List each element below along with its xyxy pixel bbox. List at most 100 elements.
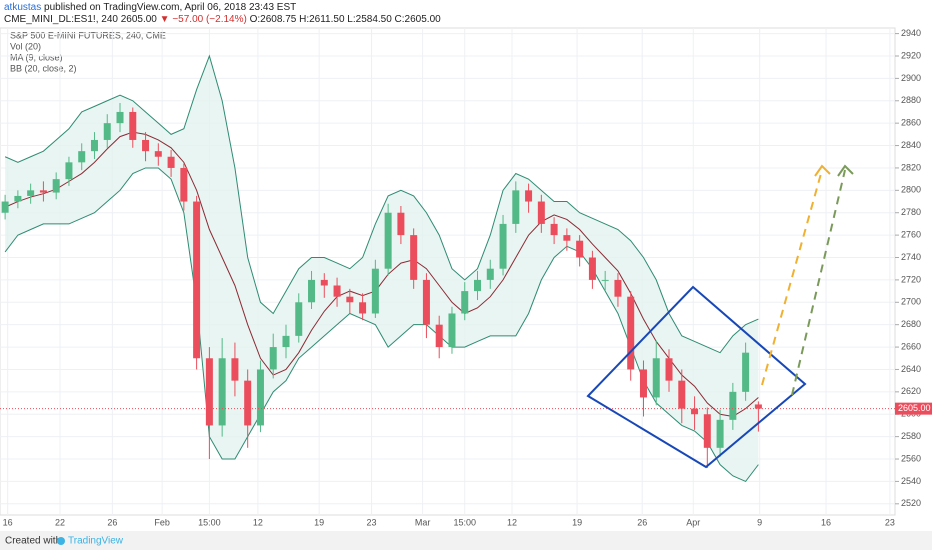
legend-item: BB (20, close, 2) [10,63,77,73]
last-price-label: 2605.00 [898,403,931,413]
candle-body [359,302,367,314]
candle-body [78,151,86,163]
x-tick-label: 12 [507,517,517,527]
candle-body [461,291,469,314]
candle-body [601,279,609,281]
candle-body [448,313,456,348]
y-tick-label: 2680 [901,319,921,329]
candle-body [614,279,622,297]
candle-body [65,162,73,180]
y-tick-label: 2860 [901,118,921,128]
candle-body [116,111,124,124]
y-tick-label: 2560 [901,453,921,463]
candle-body [333,285,341,297]
diamond-pattern [586,285,807,469]
bollinger-band-fill [5,55,759,482]
y-tick-label: 2520 [901,498,921,508]
candle-body [39,190,47,193]
y-tick-label: 2820 [901,162,921,172]
candle-body [665,358,673,381]
x-tick-label: 15:00 [453,517,476,527]
candle-body [52,179,60,193]
arrow-head [814,164,831,177]
y-tick-label: 2840 [901,140,921,150]
author[interactable]: atkustas [4,2,41,13]
y-tick-label: 2620 [901,386,921,396]
candle-body [512,190,520,224]
candle-body [142,139,150,152]
change: ▼ −57.00 (−2.14%) [160,14,247,25]
x-tick-label: 9 [757,517,762,527]
candle-body [282,335,290,348]
candle-body [129,111,137,140]
candle-body [205,358,213,426]
candle-body [154,151,162,157]
candle-body [346,296,354,303]
legend-item: S&P 500 E-MINI FUTURES, 240, CME [10,30,166,40]
candle-body [742,352,750,392]
candle-body [499,223,507,269]
y-tick-label: 2540 [901,476,921,486]
candle-body [14,195,22,202]
header-line1: atkustas published on TradingView.com, A… [4,2,296,13]
candle-body [1,201,9,213]
annotations [586,164,854,469]
published: published on TradingView.com, April 06, … [44,2,296,13]
x-tick-label: 16 [3,517,13,527]
y-tick-label: 2660 [901,341,921,351]
candle-body [384,212,392,269]
candle-body [588,257,596,280]
x-tick-label: 19 [314,517,324,527]
candle-body [703,414,711,448]
bollinger-band [4,54,759,354]
candle-body [320,279,328,286]
candle-body [422,279,430,325]
candle-body [410,235,418,280]
legend-item: MA (9, close) [10,52,63,62]
candle-body [537,201,545,224]
candle-body [167,156,175,168]
price: 2605.00 [121,14,158,25]
y-tick-label: 2700 [901,297,921,307]
candle-body [308,279,316,303]
candle-body [231,358,239,381]
candle-body [474,279,482,292]
brand-logo [57,537,65,545]
candle-body [754,404,762,409]
y-tick-label: 2880 [901,95,921,105]
symbol: CME_MINI_DL:ES1!, 240 [4,14,118,25]
candle-body [244,380,252,426]
y-tick-label: 2760 [901,229,921,239]
candle-body [256,369,264,426]
x-tick-label: Feb [154,517,170,527]
x-tick-label: 19 [572,517,582,527]
candle-body [27,190,35,196]
candle-body [103,123,111,140]
candle-body [397,212,405,236]
candle-body [90,139,98,152]
candle-body [729,391,737,420]
legend-item: Vol (20) [10,41,41,51]
x-tick-label: 16 [821,517,831,527]
candle-body [525,190,533,202]
candle-body [639,369,647,398]
footer-brand[interactable]: TradingView [68,536,124,547]
footer-created: Created with [5,536,61,547]
candle-body [269,347,277,370]
plot-frame [0,27,896,516]
candle-body [627,296,635,370]
candle-body [678,380,686,409]
y-tick-label: 2640 [901,364,921,374]
y-tick-label: 2900 [901,73,921,83]
x-tick-label: Mar [415,517,431,527]
arrow-head [837,164,854,177]
projection-arrow [791,169,846,396]
candle-body [371,268,379,314]
y-tick-label: 2800 [901,185,921,195]
x-tick-label: 22 [55,517,65,527]
candle-body [180,167,188,202]
plot: 2520254025602580260026202640266026802700… [0,28,932,527]
y-tick-label: 2780 [901,207,921,217]
